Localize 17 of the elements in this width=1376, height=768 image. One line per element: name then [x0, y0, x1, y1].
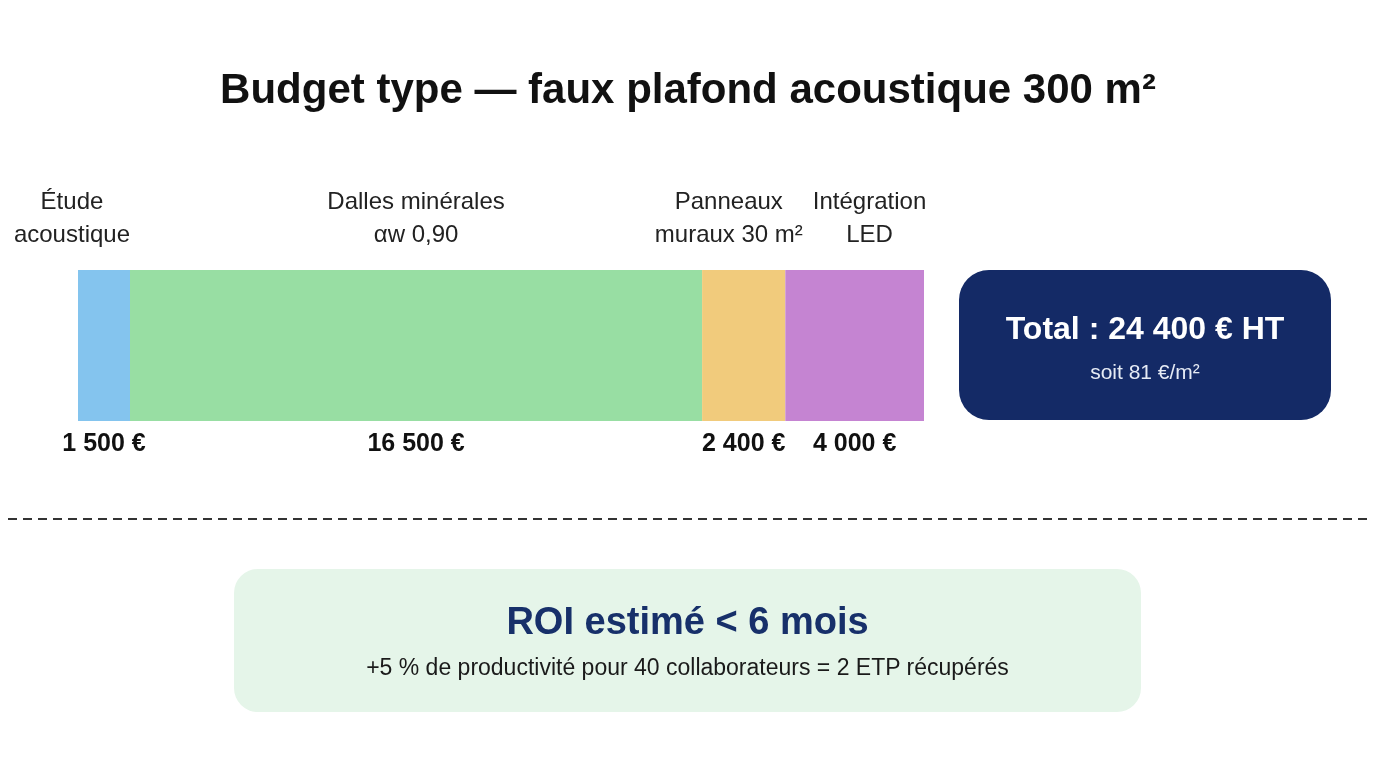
data-label: 16 500 € — [367, 427, 465, 456]
data-label: 1 500 € — [62, 427, 146, 456]
text: +5 % de productivité pour 40 collaborateurs = 2 ETP récupérés — [366, 654, 1009, 680]
bar — [130, 270, 703, 421]
chart-title: Budget type — faux plafond acoustique 300 m² — [220, 64, 1156, 112]
series-label: Étude acoustique — [13, 187, 131, 247]
data-label: 2 400 € — [701, 427, 786, 456]
series-label: Dalles minérales αw 0,90 — [327, 187, 505, 247]
bar — [78, 270, 131, 421]
bar — [785, 270, 924, 421]
text: ROI estimé < 6 mois — [506, 600, 869, 642]
series-label: Intégration LED — [812, 187, 927, 247]
total-label: Total : 24 400 € HT — [1005, 310, 1285, 346]
text: soit 81 €/m² — [1090, 360, 1200, 383]
bar — [702, 270, 786, 421]
data-label: 4 000 € — [812, 427, 897, 456]
series-label: Panneaux muraux 30 m² — [654, 187, 803, 247]
